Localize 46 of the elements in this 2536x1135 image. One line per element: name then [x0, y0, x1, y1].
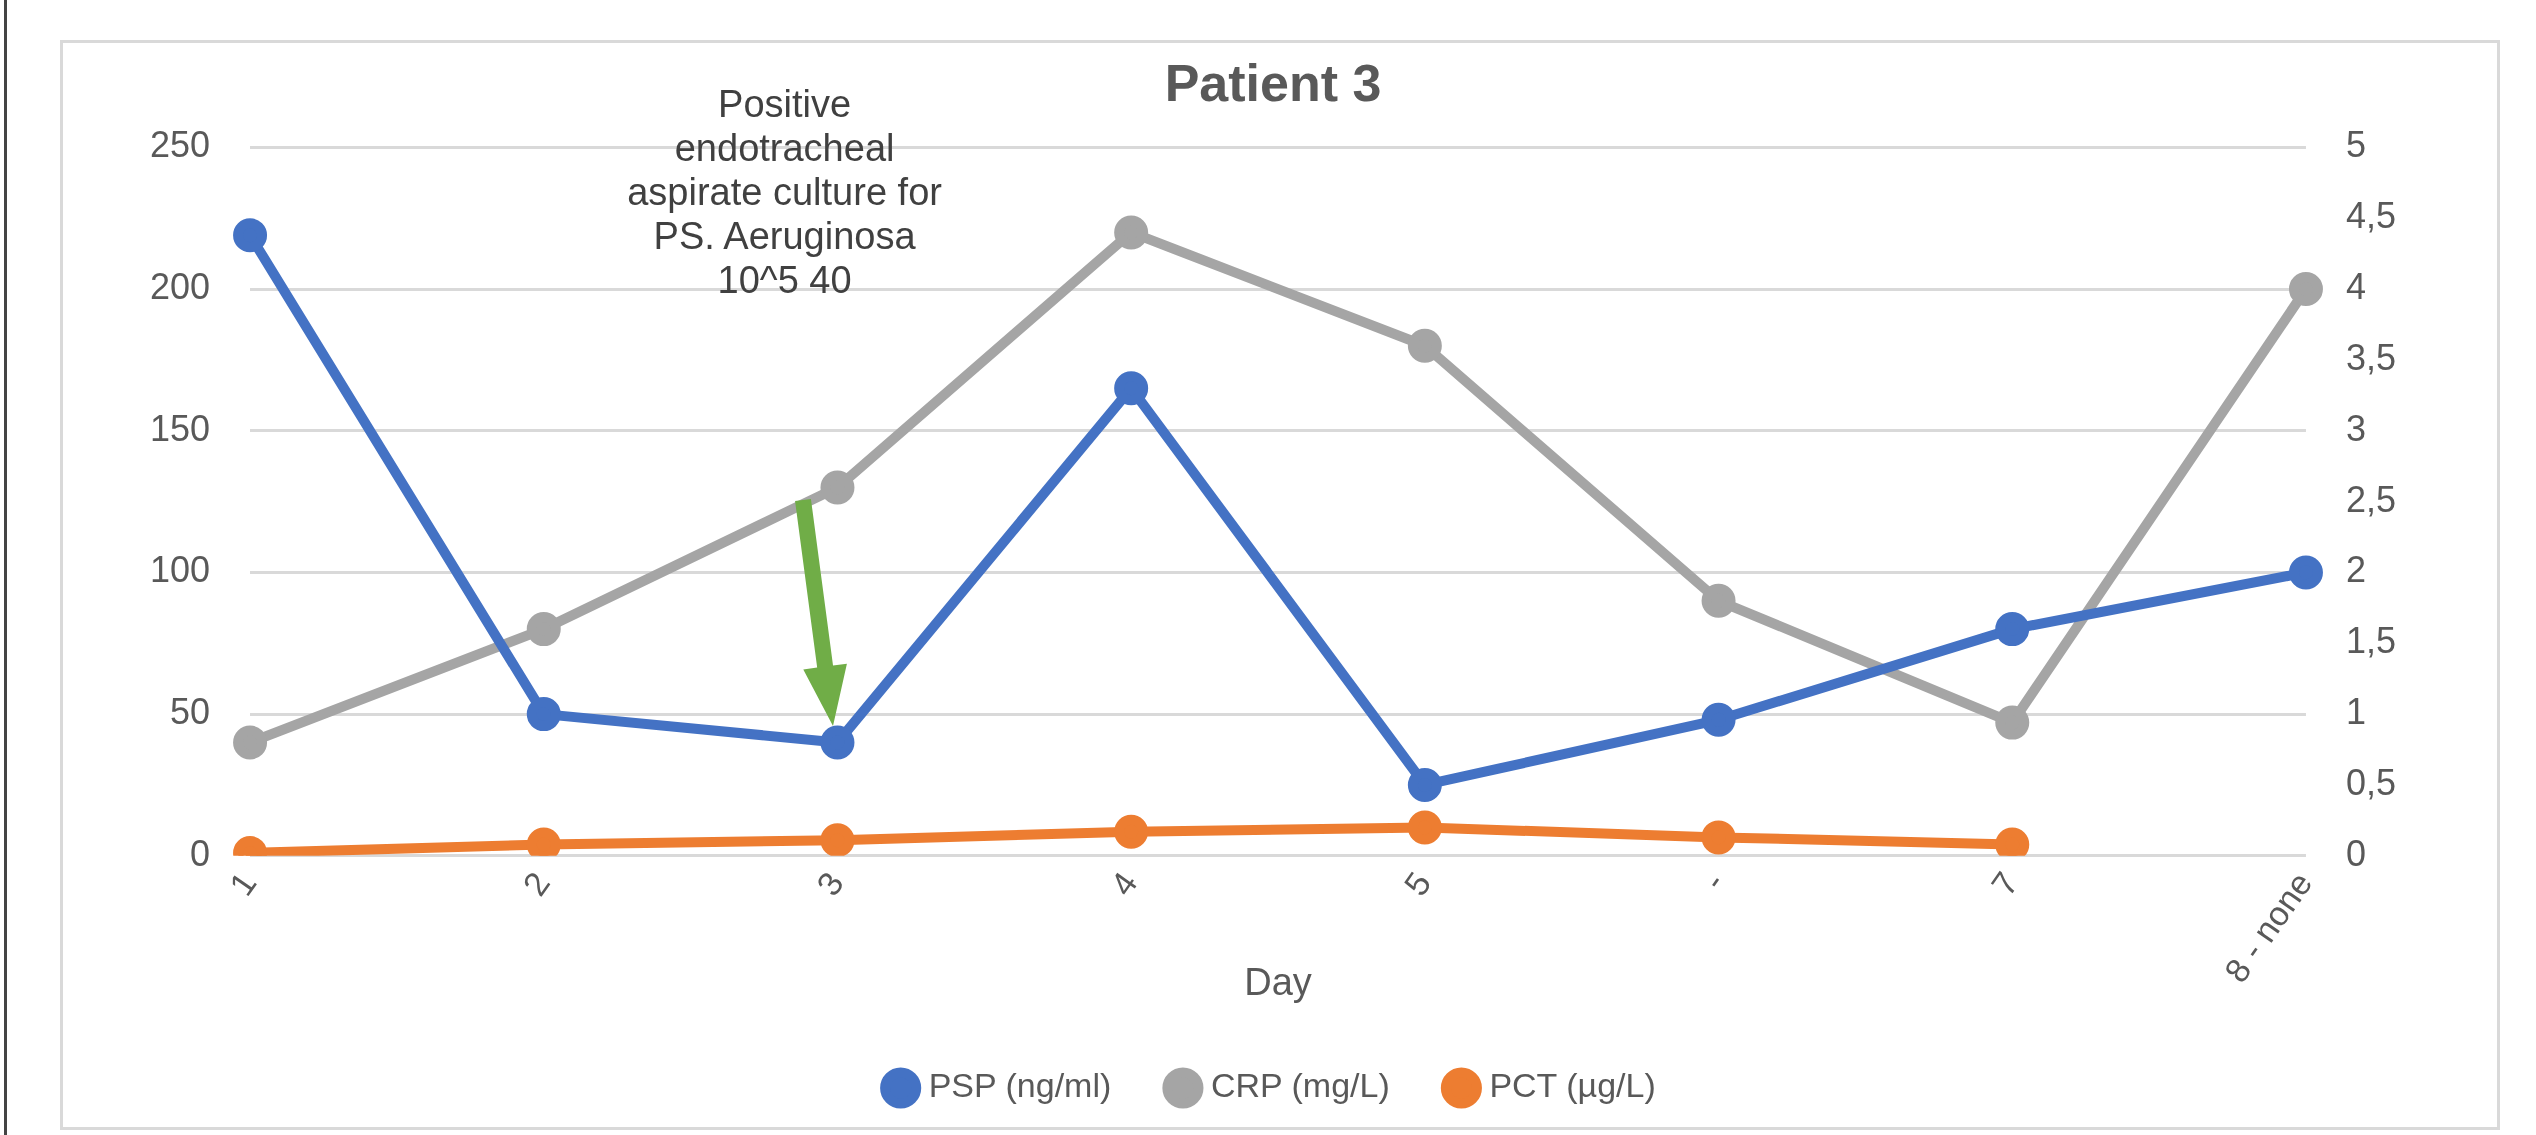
y2-tick-label: 4 — [2345, 266, 2366, 307]
y-tick-label: 200 — [149, 266, 211, 307]
point — [820, 725, 855, 760]
chart-title: Patient 3 — [1164, 53, 1382, 112]
x-tick-label: 2 — [515, 865, 558, 903]
y2-tick-label: 0,5 — [2345, 761, 2396, 803]
y2-tick-label: 1,5 — [2345, 620, 2396, 662]
point — [1995, 705, 2030, 740]
y2-tick-label: 2 — [2345, 549, 2366, 591]
y-tick-label: 0 — [190, 832, 211, 874]
point — [1114, 215, 1149, 250]
x-axis-title: Day — [1244, 960, 1312, 1003]
point — [1407, 767, 1442, 802]
point — [233, 725, 268, 760]
legend-label: PCT (µg/L) — [1489, 1066, 1656, 1105]
y-tick-label: 100 — [149, 549, 211, 591]
legend-label: CRP (mg/L) — [1210, 1066, 1390, 1105]
y2-tick-label: 3 — [2345, 407, 2366, 449]
y2-tick-label: 4,5 — [2345, 195, 2396, 237]
x-tick-label: 4 — [1102, 865, 1145, 903]
annotation: Positive endotracheal aspirate culture for PS. Aeruginosa 10^5 40 — [627, 82, 943, 301]
point — [1995, 612, 2030, 647]
y-tick-label: 150 — [149, 407, 211, 449]
y-tick-label: 50 — [170, 691, 211, 733]
x-tick-label: - — [1694, 865, 1732, 897]
point — [233, 218, 268, 253]
y2-tick-label: 2,5 — [2345, 478, 2396, 520]
x-tick-label: 5 — [1396, 865, 1439, 903]
y2-tick-label: 0 — [2345, 832, 2366, 874]
legend-label: PSP (ng/ml) — [928, 1066, 1112, 1105]
x-tick-label: 1 — [221, 865, 264, 903]
point — [1407, 328, 1442, 363]
point — [526, 612, 561, 647]
point — [2288, 272, 2323, 307]
y-tick-label: 250 — [149, 124, 211, 166]
point — [2288, 555, 2323, 590]
point — [526, 697, 561, 732]
point — [820, 470, 855, 505]
y2-tick-label: 1 — [2345, 691, 2366, 733]
point — [1701, 583, 1736, 618]
point — [1701, 702, 1736, 737]
x-tick-label: 7 — [1983, 865, 2026, 903]
x-tick-label: 3 — [808, 865, 851, 903]
y2-tick-label: 5 — [2345, 124, 2366, 166]
point — [1114, 371, 1149, 406]
y2-tick-label: 3,5 — [2345, 336, 2396, 378]
